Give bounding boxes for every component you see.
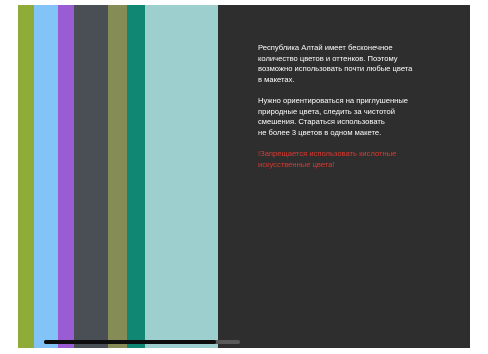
warning-text: !Запрещается использовать кислотные иску… bbox=[258, 149, 397, 169]
paragraph-color-guidance: Нужно ориентироваться на приглушенные пр… bbox=[258, 96, 409, 137]
color-swatch-pale-aqua bbox=[145, 5, 218, 348]
color-swatch-dark-slate bbox=[74, 5, 108, 348]
color-swatch-violet bbox=[58, 5, 74, 348]
color-swatch-khaki bbox=[108, 5, 127, 348]
color-palette bbox=[18, 5, 218, 348]
presentation-slide: Республика Алтай имеет бесконечное колич… bbox=[18, 5, 470, 348]
color-swatch-teal bbox=[127, 5, 145, 348]
horizontal-scrollbar[interactable] bbox=[44, 340, 240, 344]
color-swatch-olive-green bbox=[18, 5, 34, 348]
slide-text: Республика Алтай имеет бесконечное колич… bbox=[258, 43, 458, 181]
paragraph-palette-description: Республика Алтай имеет бесконечное колич… bbox=[258, 43, 413, 84]
scrollbar-thumb[interactable] bbox=[44, 340, 217, 344]
color-swatch-sky-blue bbox=[34, 5, 58, 348]
